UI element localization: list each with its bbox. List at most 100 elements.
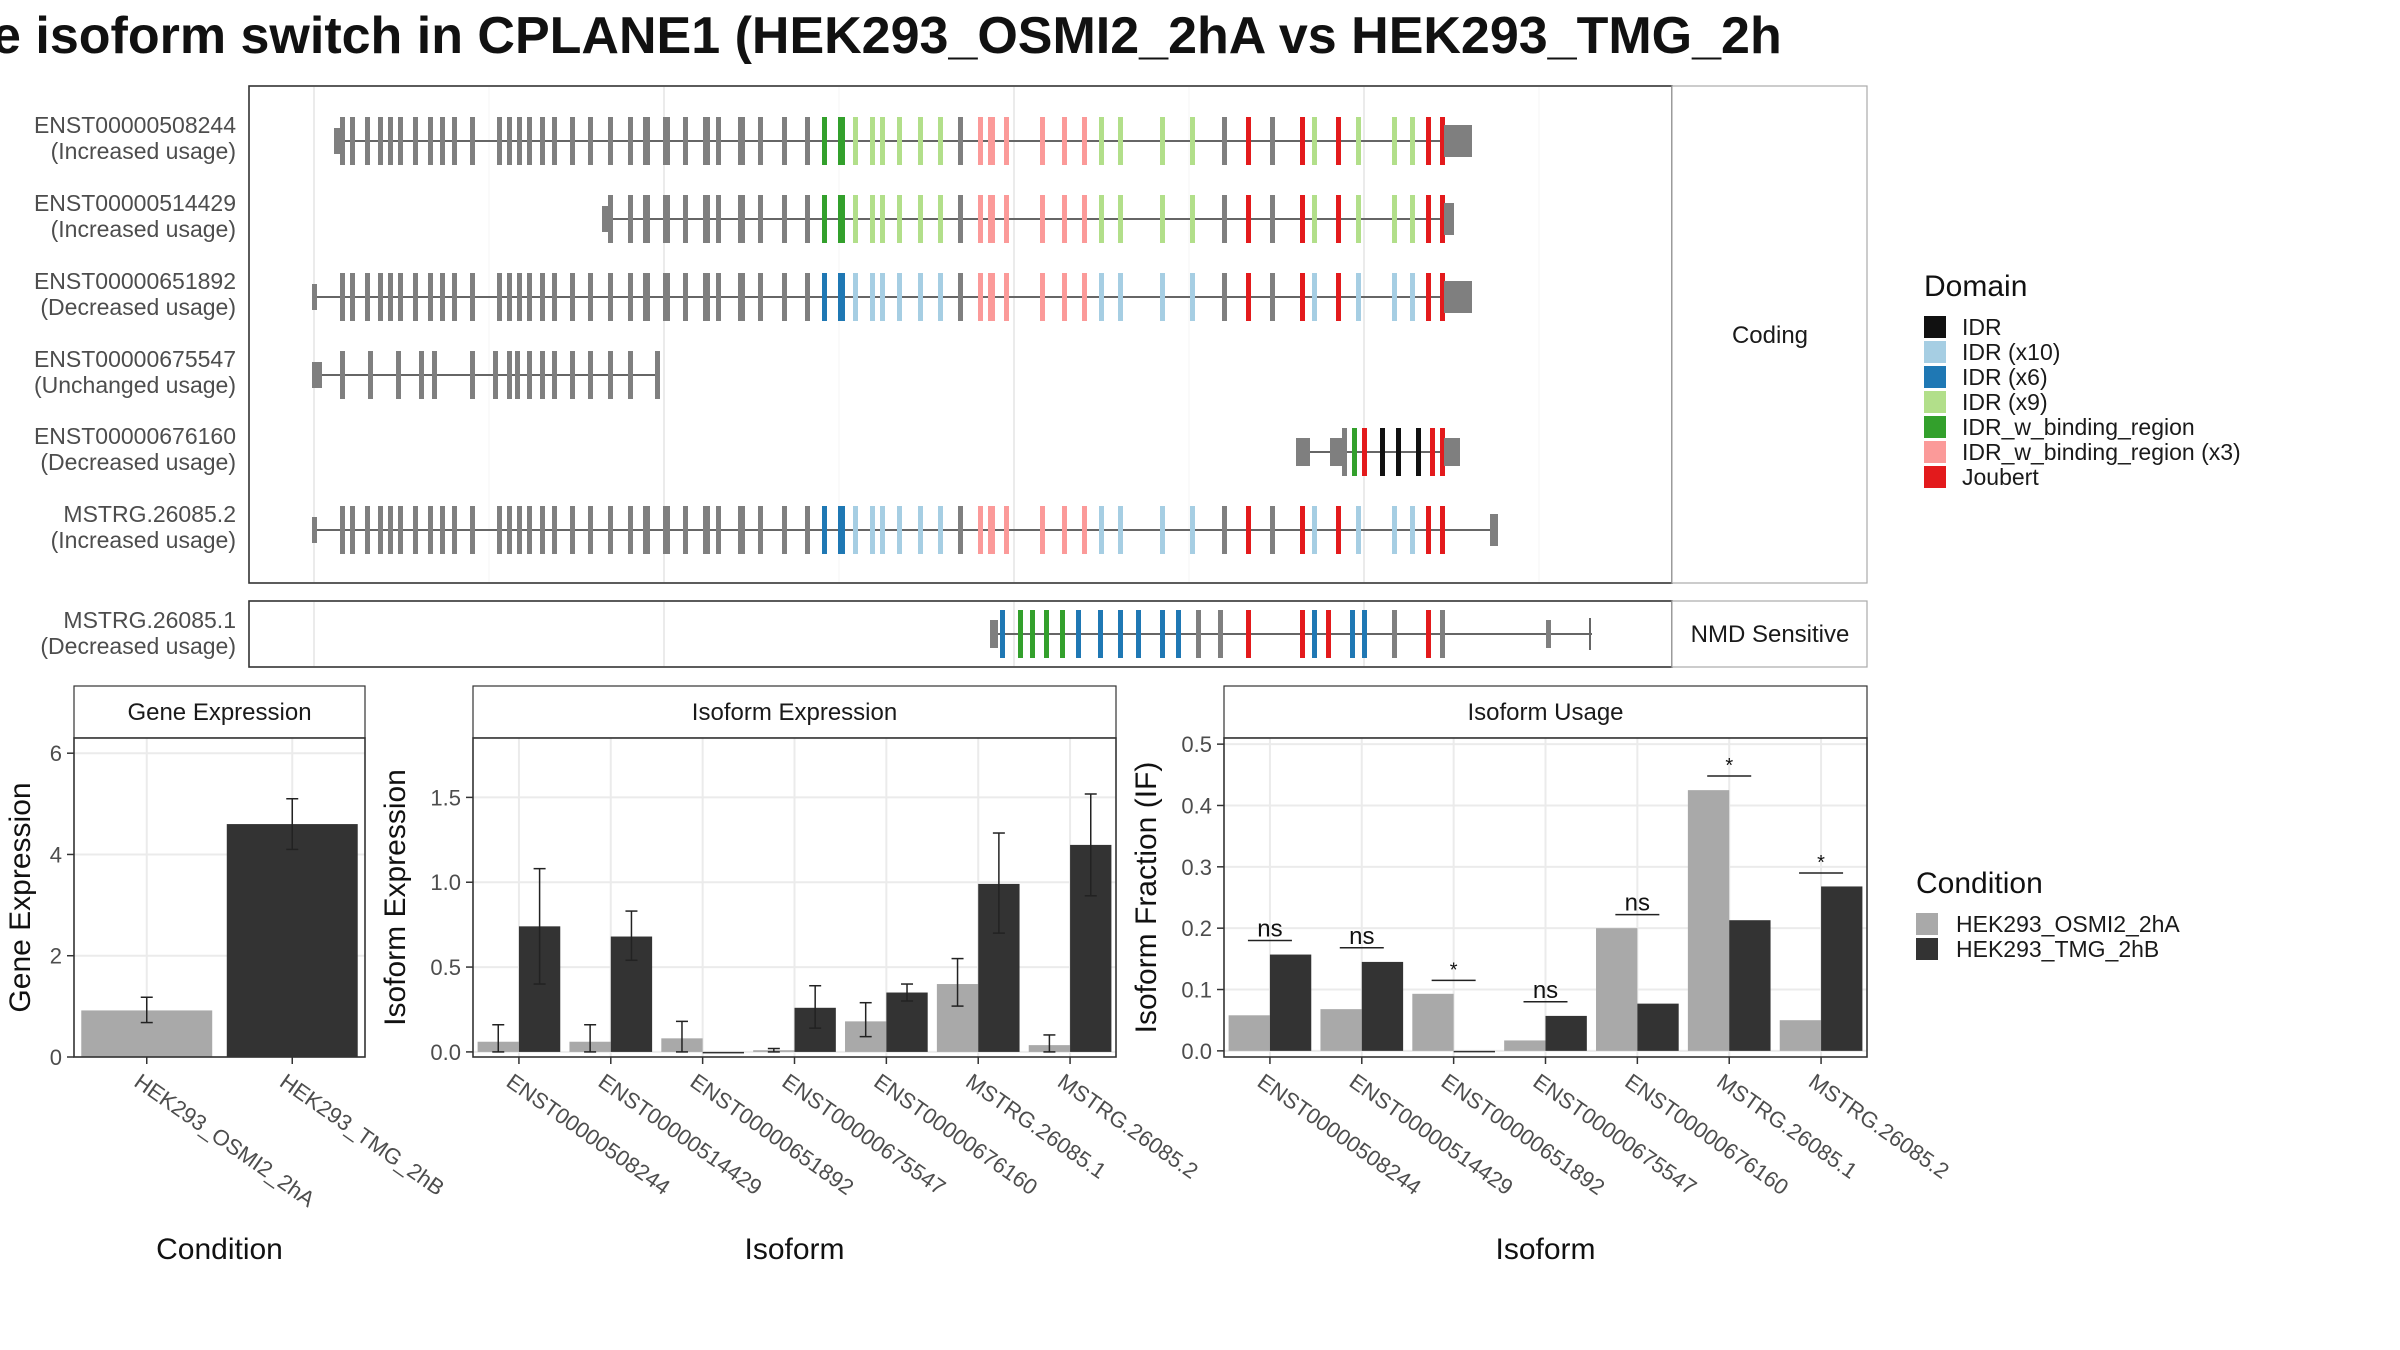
coding-exon xyxy=(938,195,943,243)
coding-exon xyxy=(683,506,688,554)
coding-exon xyxy=(1356,117,1361,165)
coding-exon xyxy=(517,117,522,165)
coding-exon xyxy=(1044,610,1049,658)
bar xyxy=(1821,886,1863,1051)
coding-exon xyxy=(388,117,393,165)
utr-exon xyxy=(602,206,608,232)
x-tick-label: ENST00000675547 xyxy=(1529,1069,1702,1200)
bar xyxy=(886,992,928,1052)
coding-exon xyxy=(805,506,810,554)
coding-strip xyxy=(1671,85,1868,584)
domain-legend-key xyxy=(1924,416,1946,438)
coding-exon xyxy=(1350,610,1355,658)
coding-exon xyxy=(413,506,418,554)
bar xyxy=(1545,1015,1587,1051)
coding-exon xyxy=(663,117,670,165)
utr-exon xyxy=(990,620,998,648)
coding-exon xyxy=(440,117,445,165)
coding-exon xyxy=(988,506,995,554)
coding-exon xyxy=(1118,117,1123,165)
coding-exon xyxy=(1190,117,1195,165)
coding-exon xyxy=(897,273,902,321)
coding-exon xyxy=(1222,273,1227,321)
bar xyxy=(1320,1009,1362,1051)
coding-exon xyxy=(527,506,532,554)
coding-exon xyxy=(958,195,963,243)
coding-exon xyxy=(552,506,557,554)
coding-exon xyxy=(608,273,613,321)
coding-exon xyxy=(1004,195,1009,243)
coding-exon xyxy=(1326,610,1331,658)
coding-exon xyxy=(822,506,827,554)
coding-exon xyxy=(470,273,475,321)
coding-exon xyxy=(1040,117,1045,165)
coding-exon xyxy=(1336,195,1341,243)
coding-exon xyxy=(655,351,660,399)
transcript-id-label: ENST00000514429 xyxy=(34,190,236,216)
coding-exon xyxy=(378,273,383,321)
coding-exon xyxy=(517,506,522,554)
coding-exon xyxy=(703,273,710,321)
coding-exon xyxy=(1099,273,1104,321)
coding-exon xyxy=(1246,195,1251,243)
coding-exon xyxy=(1246,273,1251,321)
y-axis-title: Gene Expression xyxy=(4,782,37,1012)
bar xyxy=(226,824,358,1057)
coding-exon xyxy=(870,273,875,321)
coding-exon xyxy=(853,506,858,554)
coding-panel-frame xyxy=(248,85,1673,584)
y-tick-label: 0 xyxy=(50,1045,62,1070)
coding-exon xyxy=(1410,195,1415,243)
utr-exon xyxy=(1546,620,1551,648)
transcript-status-label: (Decreased usage) xyxy=(40,633,236,659)
coding-exon xyxy=(570,506,575,554)
coding-exon xyxy=(588,351,593,399)
x-tick-label: ENST00000508244 xyxy=(1253,1069,1426,1200)
coding-exon xyxy=(853,195,858,243)
coding-exon xyxy=(1082,506,1087,554)
coding-exon xyxy=(805,117,810,165)
isoform-usage-panel: Isoform Usage 0.0 0.1 0.2 0.3 0.4 0.5 ns ns * ns ns… xyxy=(1130,685,1954,1266)
significance-label: ns xyxy=(1349,923,1374,950)
coding-exon xyxy=(517,273,522,321)
coding-exon xyxy=(663,195,670,243)
coding-exon xyxy=(1392,273,1397,321)
coding-exon xyxy=(1176,610,1181,658)
coding-exon xyxy=(938,273,943,321)
y-tick-label: 0.0 xyxy=(1181,1039,1212,1064)
x-tick-label: ENST00000651892 xyxy=(1437,1069,1610,1200)
coding-exon xyxy=(1426,117,1431,165)
coding-exon xyxy=(897,195,902,243)
coding-exon xyxy=(628,117,633,165)
coding-exon xyxy=(1270,117,1275,165)
coding-exon xyxy=(643,195,650,243)
y-tick-label: 0.5 xyxy=(1181,732,1212,757)
coding-exon xyxy=(1082,195,1087,243)
coding-exon xyxy=(365,273,370,321)
utr-exon xyxy=(312,517,317,543)
coding-exon xyxy=(350,506,355,554)
coding-exon xyxy=(1160,195,1165,243)
transcript-status-label: (Increased usage) xyxy=(51,216,236,242)
transcript-status-label: (Decreased usage) xyxy=(40,294,236,320)
coding-exon xyxy=(1004,117,1009,165)
coding-exon xyxy=(1018,610,1023,658)
transcript-status-label: (Unchanged usage) xyxy=(34,372,236,398)
coding-exon xyxy=(340,506,345,554)
domain-legend-label: IDR (x6) xyxy=(1962,364,2048,390)
coding-exon xyxy=(1426,273,1431,321)
panel-title: Isoform Usage xyxy=(1467,699,1623,726)
condition-legend-label: HEK293_TMG_2hB xyxy=(1956,936,2159,962)
coding-exon xyxy=(552,273,557,321)
coding-exon xyxy=(1136,610,1141,658)
coding-exon xyxy=(822,273,827,321)
x-tick-label: ENST00000514429 xyxy=(594,1069,767,1200)
coding-exon xyxy=(703,506,710,554)
coding-exon xyxy=(1118,273,1123,321)
coding-exon xyxy=(897,117,902,165)
coding-exon xyxy=(683,195,688,243)
coding-exon xyxy=(1312,506,1317,554)
coding-exon xyxy=(1060,610,1065,658)
significance-label: ns xyxy=(1625,890,1650,917)
x-axis-title: Isoform xyxy=(1495,1233,1595,1266)
